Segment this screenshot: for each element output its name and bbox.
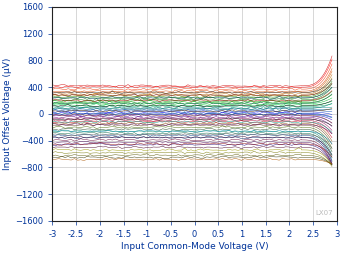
- X-axis label: Input Common-Mode Voltage (V): Input Common-Mode Voltage (V): [121, 242, 269, 250]
- Y-axis label: Input Offset Voltage (µV): Input Offset Voltage (µV): [3, 58, 12, 170]
- Text: LX07: LX07: [315, 211, 333, 216]
